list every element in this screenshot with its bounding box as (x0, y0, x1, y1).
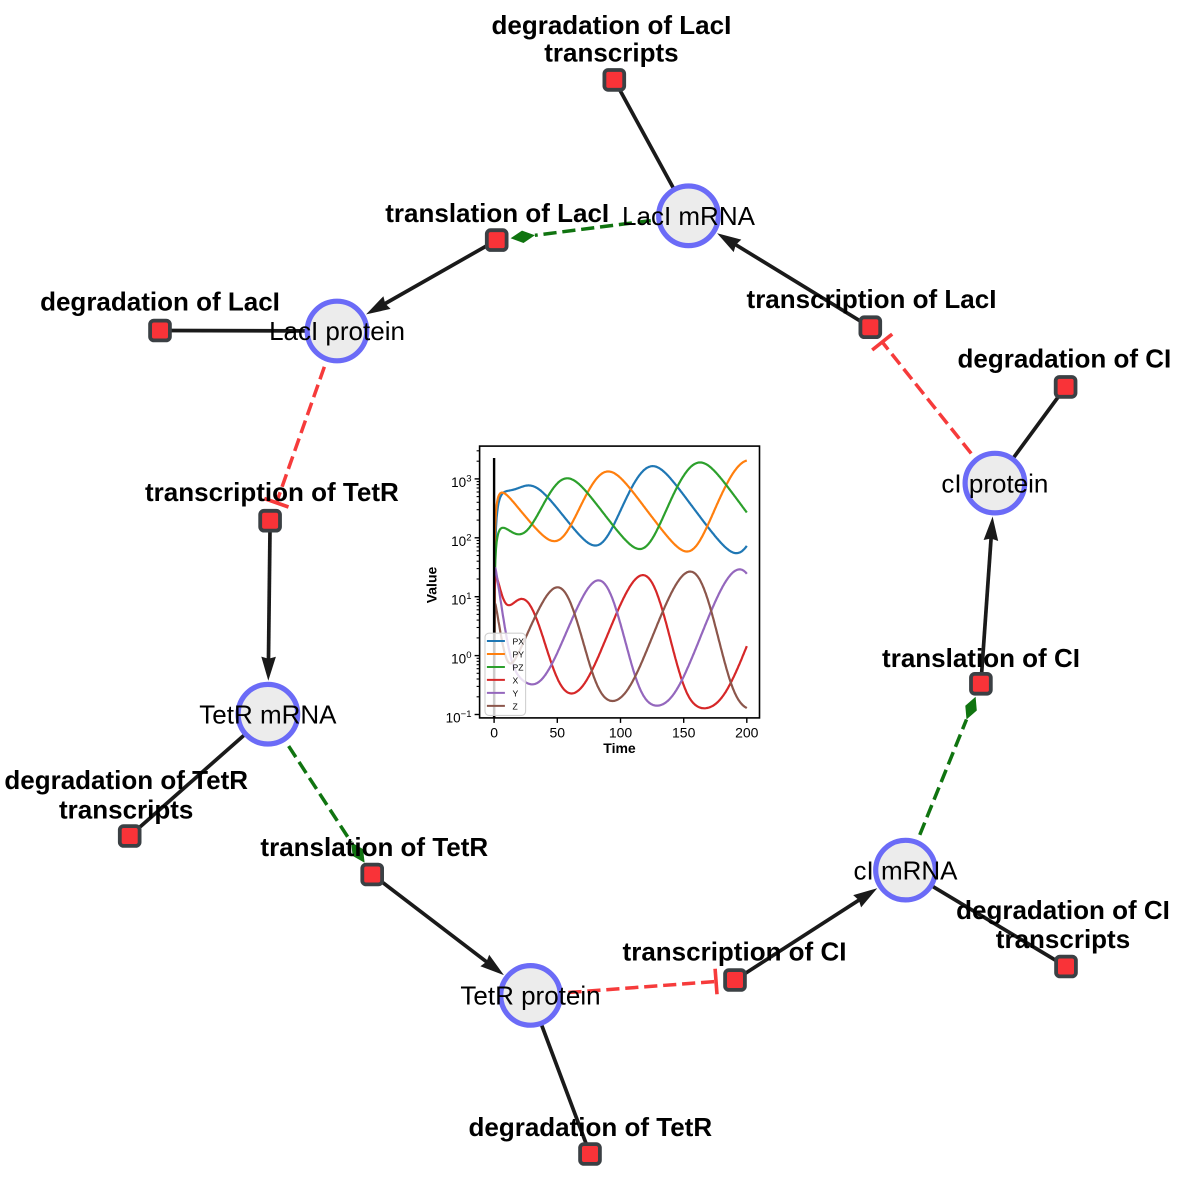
svg-text:transcripts: transcripts (544, 38, 678, 68)
svg-text:degradation of CI: degradation of CI (956, 895, 1170, 925)
svg-text:200: 200 (735, 724, 759, 740)
svg-text:PX: PX (513, 636, 525, 646)
svg-text:transcription of TetR: transcription of TetR (145, 477, 399, 507)
svg-text:cI protein: cI protein (941, 468, 1048, 498)
svg-text:degradation of TetR: degradation of TetR (468, 1112, 712, 1142)
svg-text:LacI mRNA: LacI mRNA (622, 201, 756, 231)
svg-text:LacI protein: LacI protein (269, 316, 405, 346)
svg-text:X: X (513, 675, 519, 685)
svg-text:transcripts: transcripts (59, 794, 193, 824)
svg-text:Y: Y (513, 688, 519, 698)
svg-text:Z: Z (513, 701, 518, 711)
svg-text:PY: PY (513, 649, 525, 659)
svg-text:cI mRNA: cI mRNA (854, 855, 959, 885)
svg-text:0: 0 (490, 724, 498, 740)
svg-text:50: 50 (550, 724, 566, 740)
svg-text:translation of CI: translation of CI (882, 643, 1080, 673)
svg-text:degradation of TetR: degradation of TetR (4, 765, 248, 795)
svg-text:transcription of LacI: transcription of LacI (747, 284, 997, 314)
svg-text:degradation of CI: degradation of CI (958, 344, 1172, 374)
svg-text:transcripts: transcripts (996, 924, 1130, 954)
svg-text:TetR protein: TetR protein (460, 981, 600, 1011)
svg-text:Value: Value (423, 567, 439, 604)
svg-text:TetR mRNA: TetR mRNA (199, 699, 337, 729)
svg-text:150: 150 (672, 724, 696, 740)
svg-text:degradation of LacI: degradation of LacI (40, 287, 280, 317)
svg-text:transcription of CI: transcription of CI (623, 936, 847, 966)
svg-text:PZ: PZ (513, 662, 524, 672)
svg-text:Time: Time (603, 740, 636, 756)
svg-text:degradation of LacI: degradation of LacI (491, 10, 731, 40)
svg-text:100: 100 (609, 724, 633, 740)
svg-text:translation of TetR: translation of TetR (260, 832, 488, 862)
svg-text:translation of LacI: translation of LacI (385, 198, 609, 228)
